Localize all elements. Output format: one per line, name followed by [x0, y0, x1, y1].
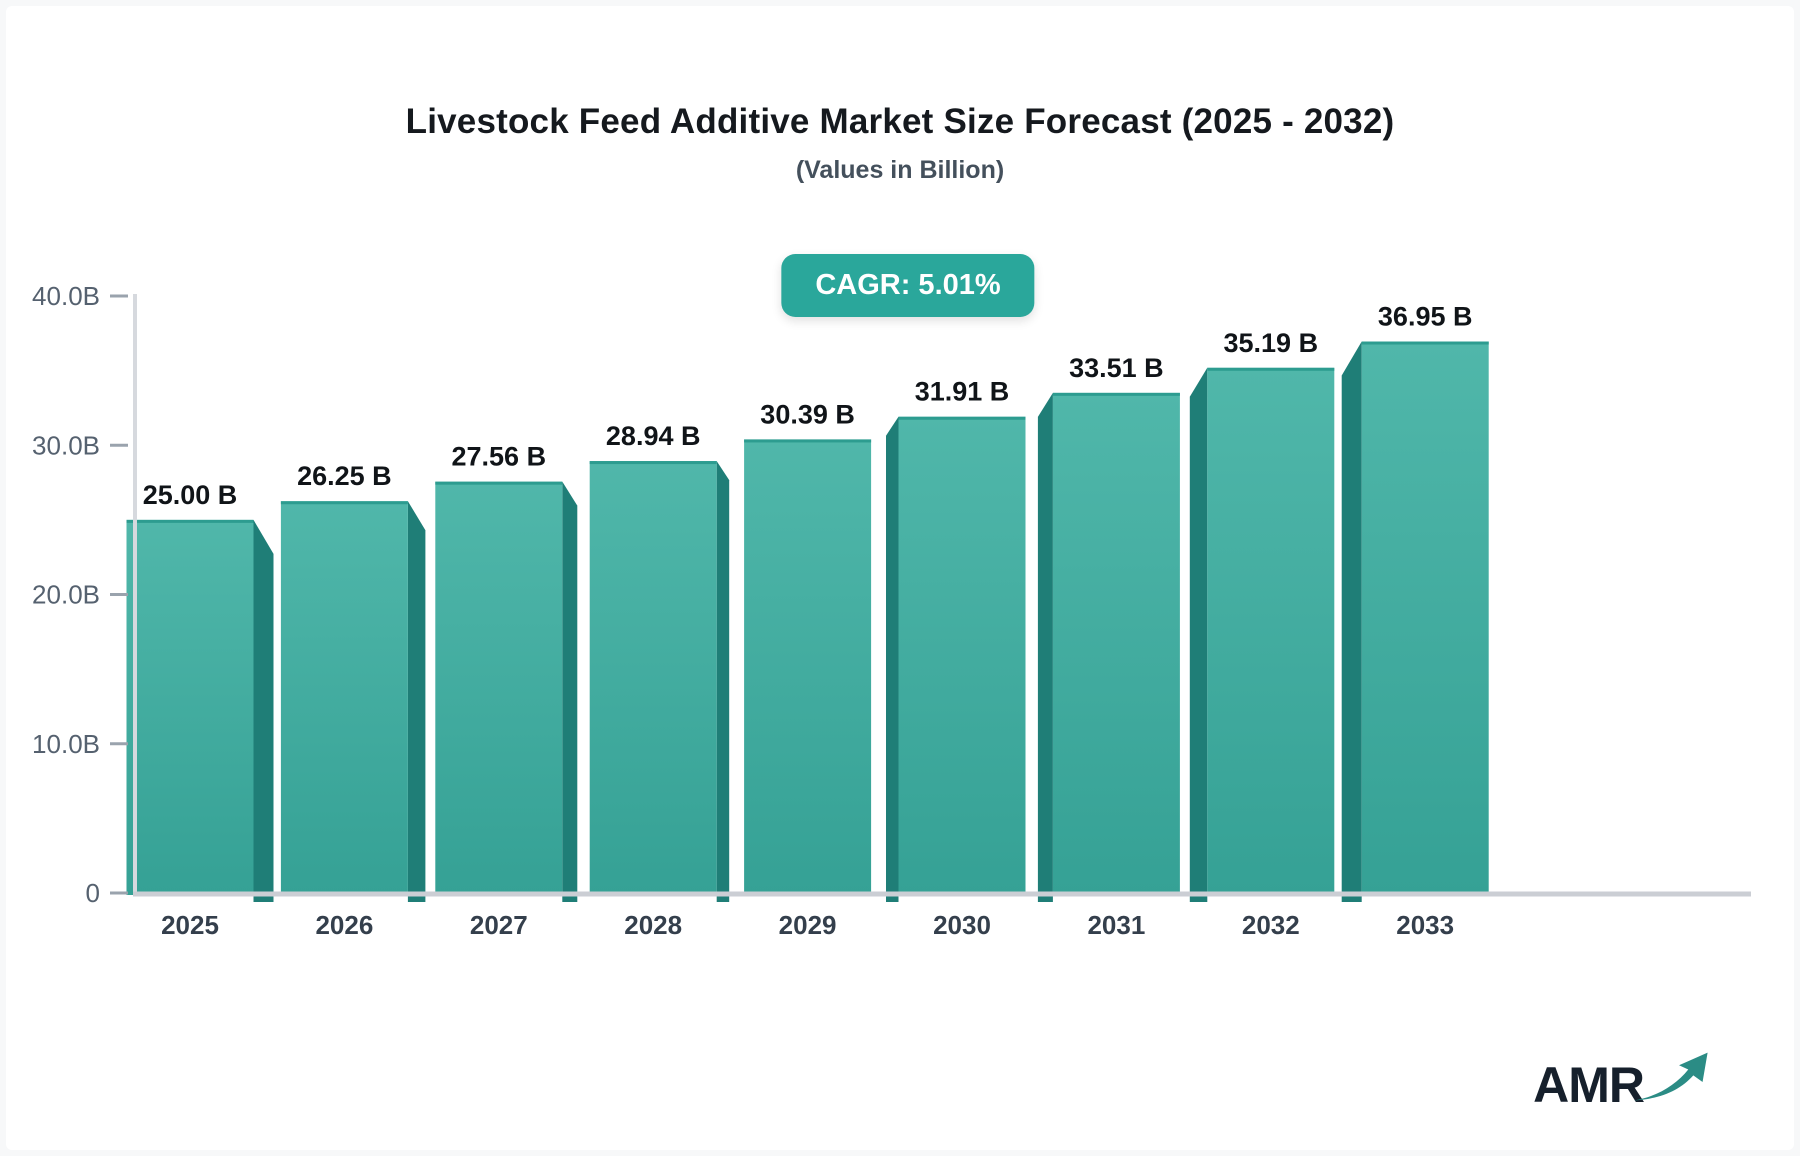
y-axis-tick-label: 30.0B [32, 430, 100, 460]
amr-logo: AMR [1533, 1046, 1716, 1110]
x-axis-label: 2031 [1087, 910, 1145, 940]
bar-side-face [407, 501, 426, 902]
bar-group-2029: 30.39 B 2029 [744, 399, 872, 940]
x-axis-label: 2026 [315, 910, 373, 940]
bar-group-2027: 27.56 B 2027 [435, 442, 578, 940]
bar-group-2031: 33.51 B 2031 [1037, 353, 1180, 940]
bar-value-label: 26.25 B [297, 461, 392, 491]
bar-value-label: 33.51 B [1069, 353, 1164, 383]
bar [589, 461, 717, 895]
y-axis-tick-label: 0 [86, 878, 100, 908]
bar-top-edge [280, 501, 408, 505]
bar-group-2033: 36.95 B 2033 [1341, 302, 1489, 940]
bar-side-face [1341, 341, 1362, 902]
bar-group-2030: 31.91 B 2030 [886, 377, 1026, 940]
x-axis-label: 2027 [470, 910, 528, 940]
bar [898, 416, 1026, 895]
x-axis-label: 2033 [1396, 910, 1454, 940]
chart-subtitle: (Values in Billion) [795, 156, 1005, 184]
y-axis-tick-label: 10.0B [32, 729, 100, 759]
x-axis-label: 2028 [624, 910, 682, 940]
bar-side-face [562, 481, 578, 902]
bar [1052, 392, 1180, 895]
bar [435, 481, 563, 895]
y-axis-tick-label: 40.0B [32, 281, 100, 311]
bar-side-face [716, 461, 730, 902]
bar [126, 519, 254, 895]
bar [744, 439, 872, 895]
bar-top-edge [435, 481, 563, 485]
bar [1361, 341, 1489, 895]
amr-logo-arrow-icon [1633, 1052, 1708, 1101]
bar-side-face [1037, 392, 1053, 902]
x-axis-label: 2029 [779, 910, 837, 940]
chart-card: 25.00 B 2025 26.25 B 2026 27.56 B 2027 28.94 B… [6, 6, 1794, 1150]
x-axis-label: 2032 [1242, 910, 1300, 940]
bar-value-label: 25.00 B [143, 480, 238, 510]
bar-top-edge [589, 461, 717, 465]
bar-top-edge [1361, 341, 1489, 345]
bar-value-label: 27.56 B [452, 442, 547, 472]
bar-side-face [253, 519, 274, 902]
y-axis-tick-label: 20.0B [32, 580, 100, 610]
bar-side-face [886, 416, 899, 902]
bar-group-2028: 28.94 B 2028 [589, 421, 730, 940]
bar-chart: 25.00 B 2025 26.25 B 2026 27.56 B 2027 28.94 B… [32, 281, 1751, 940]
amr-logo-text: AMR [1533, 1057, 1645, 1113]
bar-top-edge [898, 416, 1026, 420]
bar [1207, 367, 1335, 895]
bar-group-2026: 26.25 B 2026 [280, 461, 426, 940]
bar-group-2025: 25.00 B 2025 [126, 480, 274, 940]
cagr-badge: CAGR: 5.01% [781, 254, 1035, 317]
x-axis-label: 2025 [161, 910, 219, 940]
bar-top-edge [126, 519, 254, 523]
bar-value-label: 30.39 B [760, 399, 855, 429]
bar-top-edge [1052, 392, 1180, 396]
chart-title: Livestock Feed Additive Market Size Fore… [405, 102, 1395, 141]
bar-side-face [1189, 367, 1208, 902]
bar-top-edge [1207, 367, 1335, 371]
bar-group-2032: 35.19 B 2032 [1189, 328, 1335, 940]
bar-value-label: 28.94 B [606, 421, 701, 451]
bar-value-label: 36.95 B [1378, 302, 1473, 332]
x-axis-label: 2030 [933, 910, 991, 940]
bar-value-label: 35.19 B [1224, 328, 1319, 358]
bar [280, 501, 408, 895]
bar-value-label: 31.91 B [915, 377, 1010, 407]
bar-top-edge [744, 439, 872, 443]
